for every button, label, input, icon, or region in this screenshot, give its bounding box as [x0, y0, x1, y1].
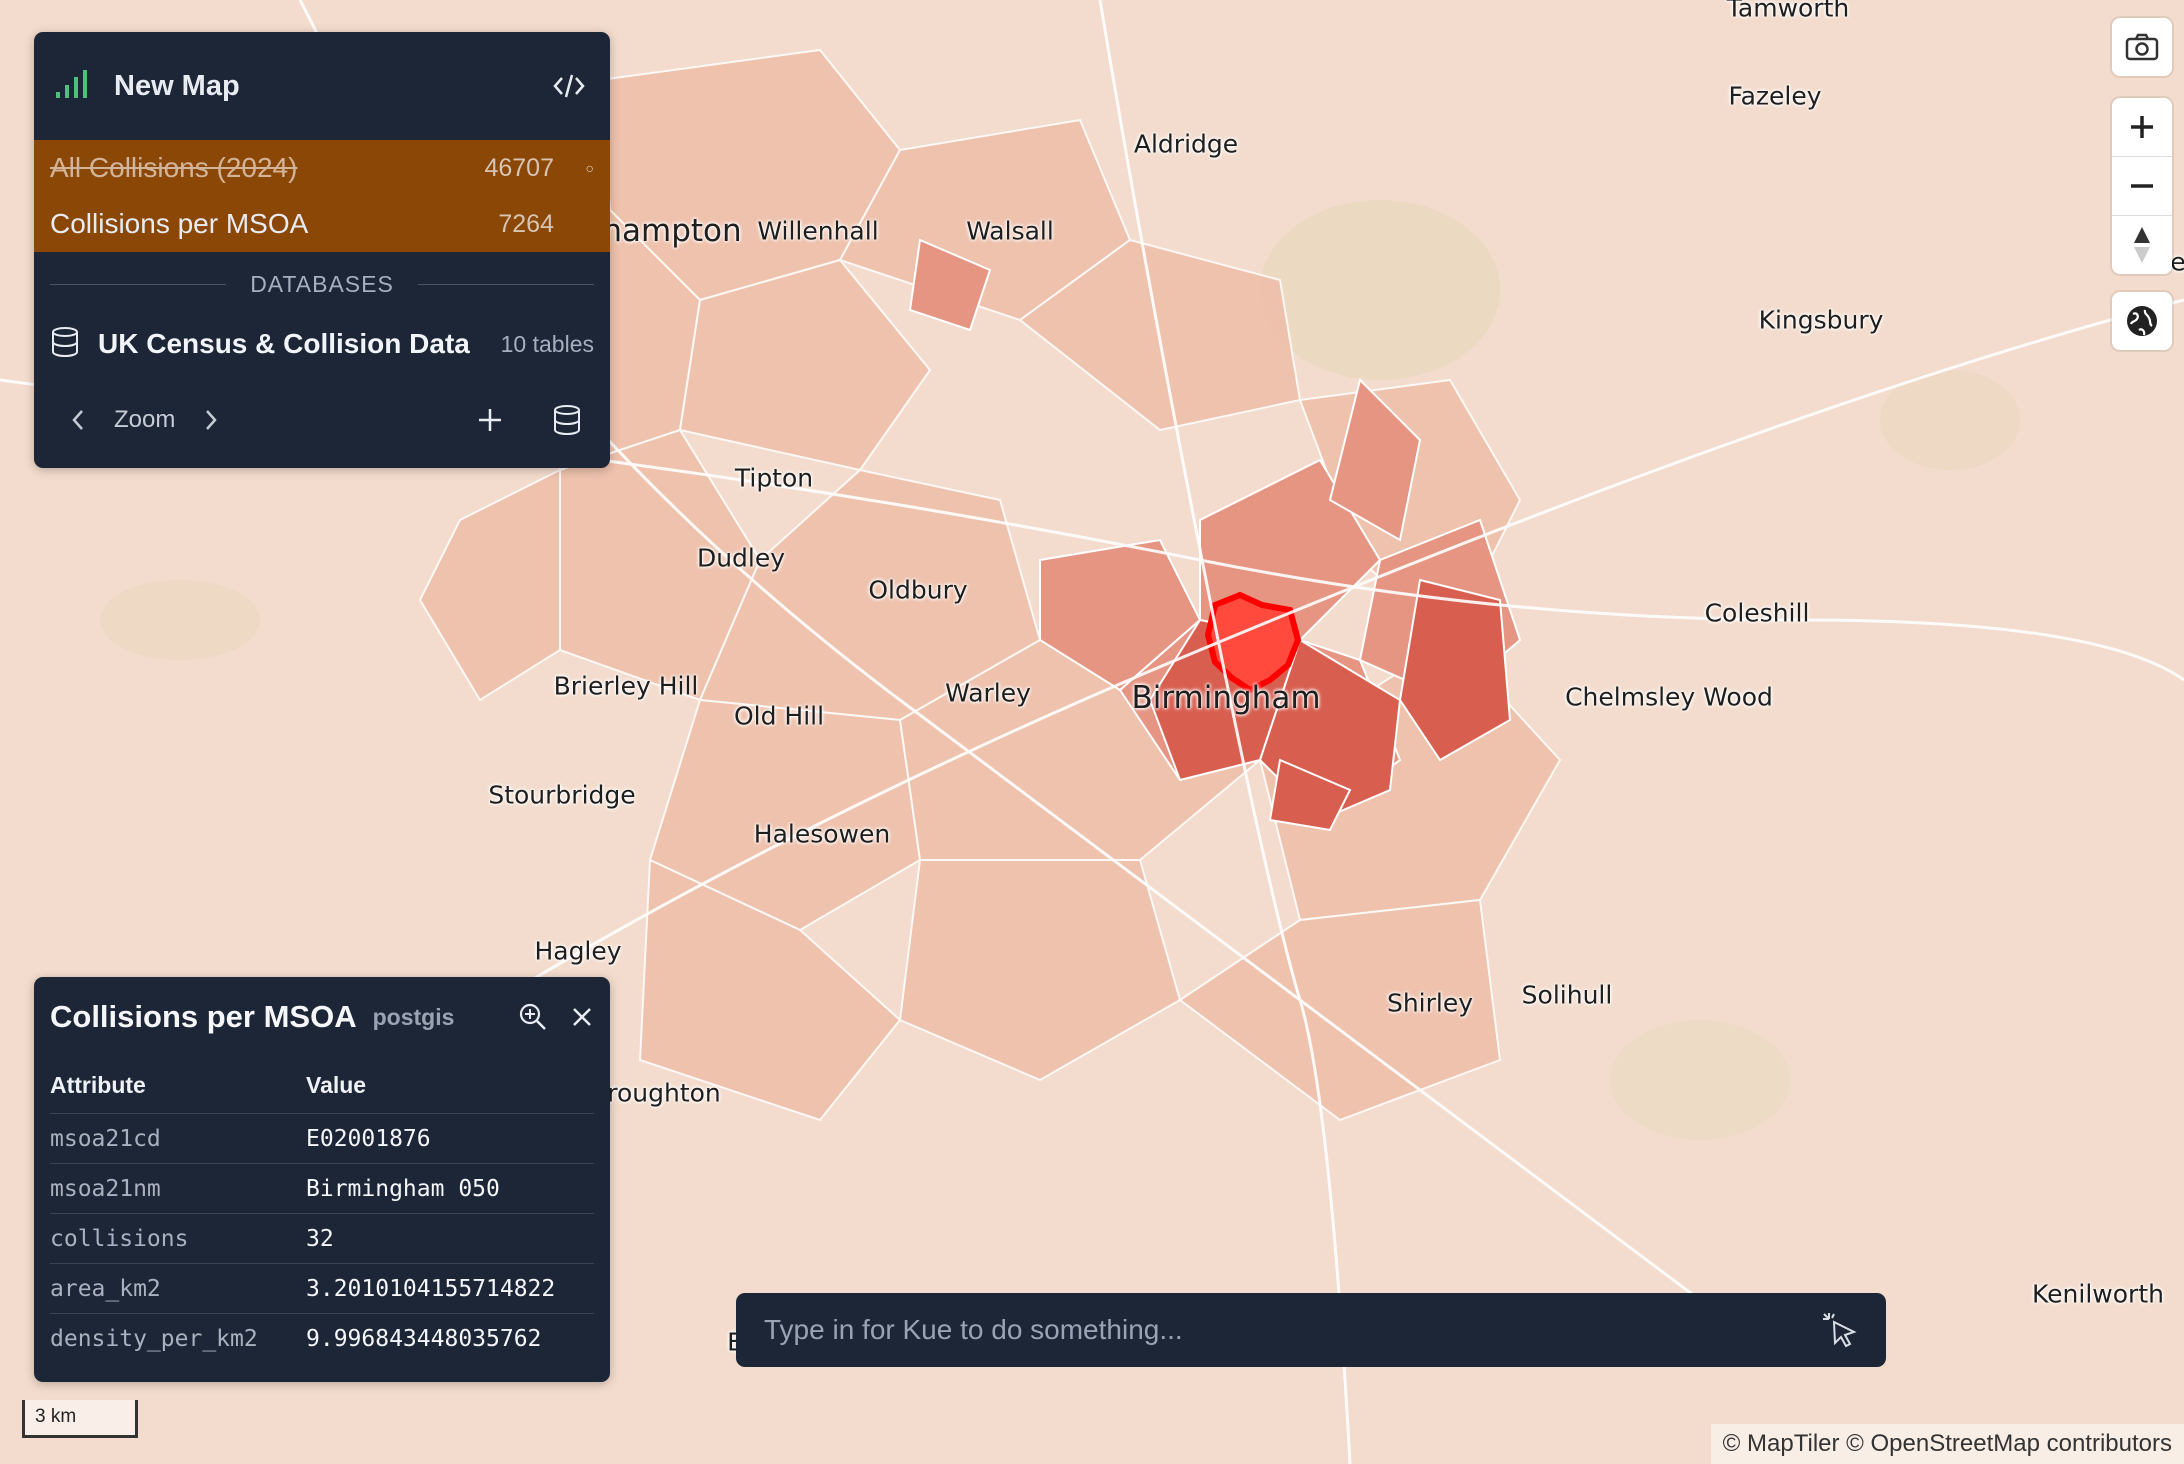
layer-visibility-toggle[interactable]: ○: [585, 160, 594, 176]
map-label-bromsgrove: roughton: [607, 1078, 721, 1108]
map-label-shirley: Shirley: [1386, 988, 1474, 1018]
camera-icon[interactable]: [2112, 18, 2172, 76]
panel-controls: Zoom: [34, 372, 610, 468]
map-label-chelmsley-wood: Chelmsley Wood: [1565, 682, 1773, 712]
code-icon[interactable]: [552, 72, 586, 100]
map-label-willenhall: Willenhall: [757, 216, 879, 246]
navigation-control: [2112, 98, 2172, 274]
attribute-key: msoa21cd: [50, 1113, 306, 1164]
map-label-kenilworth: Kenilworth: [2032, 1279, 2164, 1309]
attribute-value: 32: [306, 1213, 594, 1264]
map-attribution[interactable]: © MapTiler © OpenStreetMap contributors: [1710, 1424, 2184, 1464]
zoom-in-icon[interactable]: [2112, 98, 2172, 156]
map-label-halesowen: Halesowen: [753, 819, 891, 849]
compass-icon[interactable]: [2112, 216, 2172, 274]
database-table-count: 10 tables: [500, 330, 594, 357]
table-row: msoa21nm Birmingham 050: [50, 1163, 594, 1214]
info-source: postgis: [372, 1003, 455, 1030]
map-label-wolverhampton: hampton: [602, 213, 742, 249]
attribute-table: Attribute Value msoa21cd E02001876 msoa21…: [50, 1057, 594, 1363]
zoom-out-icon[interactable]: [2112, 157, 2172, 215]
zoom-label: Zoom: [114, 406, 176, 433]
globe-control: [2112, 292, 2172, 350]
map-control-panel: New Map All Collisions (2024) 46707 ○ Co…: [34, 32, 610, 468]
map-label-fazeley: Fazeley: [1728, 81, 1822, 111]
panel-header: New Map: [34, 32, 610, 140]
magnify-icon[interactable]: [518, 1002, 548, 1032]
column-header: Value: [306, 1071, 367, 1098]
map-label-oldbury: Oldbury: [868, 575, 968, 605]
table-row: area_km2 3.2010104155714822: [50, 1263, 594, 1314]
chevron-right-icon[interactable]: [203, 408, 219, 432]
close-icon[interactable]: [570, 1005, 594, 1029]
sparkle-cursor-icon[interactable]: [1820, 1310, 1860, 1350]
map-label-stourbridge: Stourbridge: [488, 780, 636, 810]
map-label-coleshill: Coleshill: [1704, 598, 1810, 628]
map-label-walsall: Walsall: [966, 216, 1054, 246]
map-label-hagley: Hagley: [534, 936, 622, 966]
databases-heading: DATABASES: [34, 252, 610, 316]
table-row: density_per_km2 9.996843448035762: [50, 1313, 594, 1363]
attribute-key: density_per_km2: [50, 1313, 306, 1363]
prompt-input[interactable]: [762, 1313, 1820, 1347]
screenshot-control: [2112, 18, 2172, 76]
map-label-dudley: Dudley: [696, 543, 786, 573]
column-header: Attribute: [50, 1071, 146, 1098]
prompt-bar: [736, 1293, 1886, 1367]
attribute-value: 3.2010104155714822: [306, 1263, 594, 1314]
signal-bars-icon: [54, 68, 92, 105]
database-icon: [50, 326, 80, 363]
database-button[interactable]: [552, 404, 582, 436]
database-name: UK Census & Collision Data: [98, 328, 470, 359]
table-row: collisions 32: [50, 1213, 594, 1264]
attribute-value: 9.996843448035762: [306, 1313, 594, 1363]
layer-count: 7264: [498, 209, 554, 238]
attribute-value: E02001876: [306, 1113, 594, 1164]
layer-all-collisions[interactable]: All Collisions (2024) 46707 ○: [34, 140, 610, 196]
map-label-brierley-hill: Brierley Hill: [553, 671, 699, 701]
plus-icon[interactable]: [476, 406, 504, 434]
map-label-old-hill: Old Hill: [733, 701, 825, 731]
info-title: Collisions per MSOA: [50, 999, 357, 1034]
feature-info-panel: Collisions per MSOA postgis Attribute Va…: [34, 977, 610, 1382]
scale-bar: 3 km: [22, 1400, 138, 1438]
globe-icon[interactable]: [2112, 292, 2172, 350]
table-row: msoa21cd E02001876: [50, 1113, 594, 1164]
info-header: Collisions per MSOA postgis: [34, 977, 610, 1057]
attribute-key: area_km2: [50, 1263, 306, 1314]
map-label-tamworth: Tamworth: [1726, 0, 1850, 23]
layer-label: Collisions per MSOA: [50, 208, 309, 239]
layer-label: All Collisions (2024): [50, 152, 298, 183]
chevron-left-icon[interactable]: [70, 408, 86, 432]
map-label-birmingham: Birmingham: [1131, 680, 1321, 716]
attribute-key: collisions: [50, 1213, 306, 1264]
attribute-value: Birmingham 050: [306, 1163, 594, 1214]
table-header-row: Attribute Value: [50, 1057, 594, 1114]
map-label-aldridge: Aldridge: [1133, 129, 1239, 159]
map-label-solihull: Solihull: [1521, 980, 1613, 1010]
map-label-tipton: Tipton: [734, 463, 814, 493]
attribute-key: msoa21nm: [50, 1163, 306, 1214]
map-label-warley: Warley: [945, 678, 1031, 708]
map-title: New Map: [114, 69, 240, 102]
layer-count: 46707: [484, 153, 554, 182]
map-label-kingsbury: Kingsbury: [1758, 305, 1884, 335]
layer-collisions-per-msoa[interactable]: Collisions per MSOA 7264: [34, 196, 610, 252]
database-item[interactable]: UK Census & Collision Data 10 tables: [34, 316, 610, 372]
